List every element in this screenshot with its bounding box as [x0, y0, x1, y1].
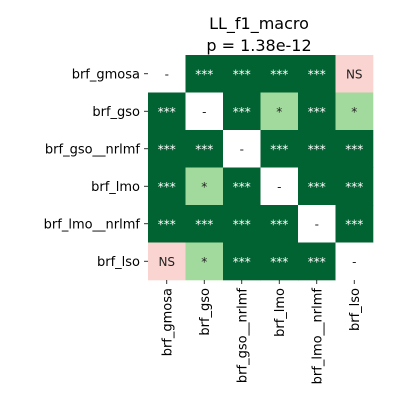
heatmap-cell	[185, 205, 224, 243]
row-label: brf_gso	[92, 105, 140, 120]
heatmap-cell-label: -	[277, 180, 281, 194]
heatmap-cell	[148, 55, 186, 93]
heatmap-cell	[260, 167, 299, 206]
row-label: brf_lso	[97, 255, 140, 270]
row-label: brf_gso__nrlmf	[45, 142, 141, 157]
heatmap-cell-label: ***	[308, 180, 326, 194]
row-label: brf_gmosa	[72, 67, 140, 82]
heatmap-cell	[223, 92, 261, 131]
heatmap-cell	[185, 167, 224, 206]
heatmap-cell-label: ***	[158, 180, 176, 194]
heatmap-cell	[335, 55, 374, 93]
heatmap-cell-label: ***	[195, 67, 213, 81]
heatmap-cell	[335, 205, 374, 243]
heatmap-cell	[148, 205, 186, 243]
heatmap-cell	[185, 242, 224, 281]
heatmap-cell	[298, 205, 336, 243]
heatmap-cell-label: ***	[233, 67, 251, 81]
heatmap-cell	[298, 242, 336, 281]
heatmap-cell-label: ***	[195, 142, 213, 156]
heatmap-cell-label: ***	[270, 217, 288, 231]
heatmap-cell-label: -	[315, 217, 319, 231]
heatmap-cell	[298, 55, 336, 93]
heatmap-cell	[185, 130, 224, 168]
heatmap-cell-label: *	[351, 105, 357, 119]
heatmap-cell	[298, 130, 336, 168]
column-label: brf_gso__nrlmf	[235, 288, 250, 384]
heatmap-cell	[148, 167, 186, 206]
heatmap-cell-label: -	[352, 255, 356, 269]
heatmap-cell-label: NS	[158, 255, 175, 269]
heatmap-cell-label: ***	[270, 142, 288, 156]
heatmap-cell	[335, 130, 374, 168]
heatmap-cell	[223, 242, 261, 281]
heatmap-cell	[185, 55, 224, 93]
heatmap-cell-label: -	[240, 142, 244, 156]
heatmap-cell	[335, 242, 374, 281]
heatmap-cell-label: ***	[158, 105, 176, 119]
heatmap-cell	[223, 55, 261, 93]
row-label: brf_lmo	[91, 180, 140, 195]
row-label: brf_lmo__nrlmf	[44, 217, 141, 232]
heatmap-cell	[148, 242, 186, 281]
heatmap-cell	[335, 92, 374, 131]
heatmap-cells: - *** *** *** *** NS*** - *** * *** **** *** - *** ***…	[148, 55, 374, 281]
heatmap-cell-label: ***	[345, 180, 363, 194]
heatmap-cell-label: NS	[346, 67, 363, 81]
heatmap-cell-label: -	[165, 67, 169, 81]
heatmap-cell	[298, 167, 336, 206]
heatmap-cell-label: ***	[345, 142, 363, 156]
heatmap-cell-label: ***	[308, 142, 326, 156]
heatmap-cell-label: ***	[233, 105, 251, 119]
heatmap-cell-label: ***	[233, 255, 251, 269]
column-label: brf_lmo__nrlmf	[310, 288, 325, 385]
heatmap-cell-label: *	[276, 105, 282, 119]
column-label: brf_gso	[198, 288, 213, 336]
heatmap-cell	[260, 92, 299, 131]
column-labels: brf_gmosa brf_gso brf_gso__nrlmf brf_lmo brf…	[160, 280, 363, 384]
column-label: brf_lmo	[273, 288, 288, 337]
heatmap-cell	[223, 205, 261, 243]
heatmap-cell-label: *	[201, 180, 207, 194]
heatmap-cell	[260, 55, 299, 93]
heatmap-cell	[260, 242, 299, 281]
heatmap-cell	[298, 92, 336, 131]
heatmap-cell-label: ***	[308, 105, 326, 119]
column-label: brf_lso	[348, 288, 363, 331]
heatmap-cell	[260, 130, 299, 168]
heatmap-cell-label: ***	[158, 142, 176, 156]
heatmap-cell	[148, 92, 186, 131]
heatmap-cell-label: ***	[270, 255, 288, 269]
heatmap-cell-label: ***	[270, 67, 288, 81]
heatmap-cell	[223, 130, 261, 168]
heatmap-cell	[260, 205, 299, 243]
heatmap-cell-label: ***	[308, 255, 326, 269]
heatmap-cell-label: ***	[308, 67, 326, 81]
heatmap-cell	[185, 92, 224, 131]
heatmap-cell-label: -	[202, 105, 206, 119]
heatmap-cell	[335, 167, 374, 206]
heatmap-cell-label: *	[201, 255, 207, 269]
heatmap-cell-label: ***	[195, 217, 213, 231]
chart-subtitle: p = 1.38e-12	[206, 36, 311, 55]
row-labels: brf_gmosa brf_gso brf_gso__nrlmf brf_lmobrf…	[44, 67, 148, 270]
chart-title: LL_f1_macro	[209, 14, 309, 34]
heatmap-cell	[148, 130, 186, 168]
column-label: brf_gmosa	[160, 288, 175, 356]
heatmap-cell-label: ***	[158, 217, 176, 231]
heatmap-cell-label: ***	[345, 217, 363, 231]
heatmap-cell-label: ***	[233, 217, 251, 231]
heatmap-cell	[223, 167, 261, 206]
heatmap-cell-label: ***	[233, 180, 251, 194]
